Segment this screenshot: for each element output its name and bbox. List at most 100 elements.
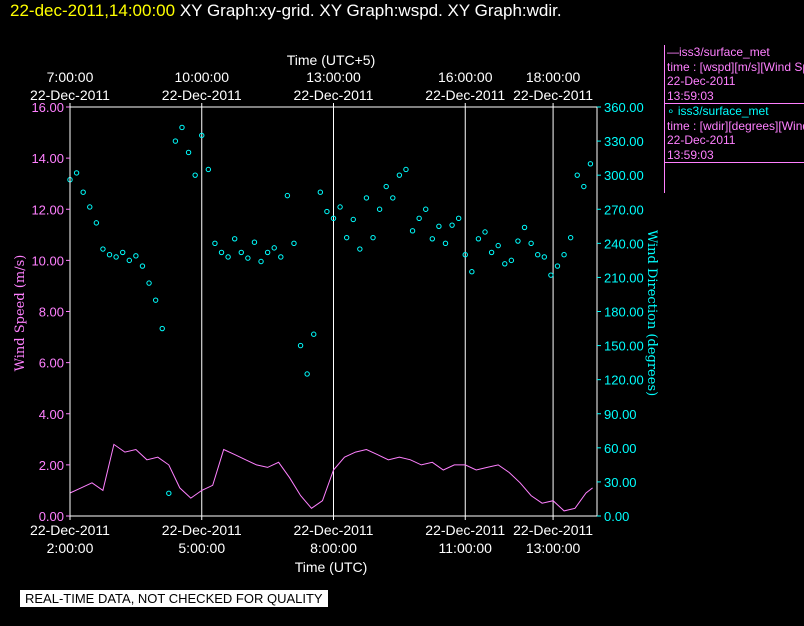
- wind-direction-point: [199, 132, 205, 139]
- wind-direction-point: [442, 240, 449, 247]
- wind-direction-point: [106, 251, 113, 258]
- wind-direction-point: [120, 249, 126, 256]
- wind-direction-point: [449, 222, 455, 228]
- wind-direction-point: [238, 249, 244, 256]
- wind-direction-point: [73, 170, 80, 176]
- bottom-tick-date: 22-Dec-2011: [30, 522, 110, 538]
- left-tick-label: 10.00: [31, 253, 64, 268]
- wind-direction-point: [409, 228, 416, 234]
- wind-direction-point: [264, 249, 271, 256]
- top-axis-title: Time (UTC+5): [287, 52, 376, 68]
- wind-direction-point: [488, 249, 495, 256]
- top-tick-time: 10:00:00: [175, 69, 230, 85]
- wind-direction-point: [528, 240, 534, 247]
- wind-direction-point: [535, 251, 541, 258]
- wind-direction-point: [218, 249, 225, 256]
- wind-direction-point: [278, 254, 284, 260]
- legend-direction-detail: time : [wdir][degrees][Wind Direction]: [667, 118, 804, 133]
- bottom-tick-date: 22-Dec-2011: [425, 522, 505, 538]
- wind-direction-point: [311, 331, 317, 337]
- legend-border: [664, 45, 665, 193]
- legend-direction-time: 13:59:03: [667, 147, 714, 162]
- left-tick-label: 2.00: [39, 458, 64, 473]
- wind-direction-point: [172, 138, 179, 144]
- wind-direction-point: [179, 124, 185, 131]
- wind-direction-point: [80, 189, 86, 195]
- wind-direction-point: [133, 253, 139, 259]
- top-tick-date: 22-Dec-2011: [30, 87, 110, 103]
- wind-direction-point: [231, 236, 238, 242]
- left-tick-label: 0.00: [39, 509, 64, 524]
- wind-direction-point: [403, 166, 409, 173]
- legend-speed-time: 13:59:03: [667, 88, 714, 103]
- wind-direction-point: [376, 206, 383, 212]
- top-tick-time: 16:00:00: [438, 69, 493, 85]
- wind-direction-point: [139, 263, 146, 269]
- wind-direction-point: [475, 236, 482, 242]
- wind-direction-point: [100, 246, 106, 252]
- wind-direction-point: [423, 206, 429, 212]
- right-tick-label: 240.00: [604, 236, 644, 251]
- wind-direction-point: [548, 272, 554, 278]
- right-tick-label: 90.00: [604, 407, 637, 422]
- wind-direction-point: [304, 371, 310, 377]
- wind-direction-point: [205, 166, 212, 173]
- wind-direction-point: [455, 215, 462, 222]
- bottom-tick-date: 22-Dec-2011: [162, 522, 242, 538]
- legend-direction-name: ∘ iss3/surface_met: [667, 104, 769, 118]
- legend-speed-date: 22-Dec-2011: [667, 74, 736, 88]
- wind-direction-point: [87, 204, 93, 210]
- legend-circle-icon: ∘: [667, 104, 675, 118]
- legend: —iss3/surface_met time : [wspd][m/s][Win…: [664, 45, 804, 193]
- right-tick-label: 120.00: [604, 373, 644, 388]
- wind-direction-point: [343, 234, 350, 241]
- wind-direction-point: [317, 189, 324, 195]
- wind-direction-point: [330, 215, 337, 222]
- legend-separator: [664, 103, 804, 104]
- wind-direction-point: [508, 257, 515, 264]
- header-timestamp: 22-dec-2011,14:00:00: [10, 1, 176, 20]
- legend-separator-bottom: [664, 162, 804, 163]
- bottom-tick-date: 22-Dec-2011: [513, 522, 593, 538]
- quality-notice: REAL-TIME DATA, NOT CHECKED FOR QUALITY: [20, 590, 328, 607]
- wind-direction-point: [159, 325, 165, 332]
- left-tick-label: 8.00: [39, 305, 64, 320]
- left-tick-label: 16.00: [31, 100, 64, 115]
- legend-speed-name: —iss3/surface_met: [667, 45, 770, 59]
- wind-direction-point: [324, 208, 330, 215]
- wind-direction-point: [581, 183, 587, 190]
- wind-direction-point: [291, 240, 297, 247]
- wind-direction-point: [567, 234, 574, 241]
- wind-direction-point: [350, 216, 356, 223]
- right-axis-ticks: 0.00 30.00 60.00 90.00 120.00 150.00 180.00 210…: [597, 100, 644, 524]
- right-tick-label: 0.00: [604, 509, 629, 524]
- legend-direction-date: 22-Dec-2011: [667, 133, 736, 147]
- right-tick-label: 270.00: [604, 202, 644, 217]
- wind-direction-point: [469, 269, 475, 275]
- left-tick-label: 14.00: [31, 151, 64, 166]
- grid-lines: [69, 107, 554, 516]
- top-tick-time: 13:00:00: [306, 69, 361, 85]
- left-tick-label: 4.00: [39, 407, 64, 422]
- top-tick-time: 18:00:00: [526, 69, 581, 85]
- wind-direction-point: [436, 223, 442, 229]
- left-tick-label: 6.00: [39, 356, 64, 371]
- legend-speed-detail: time : [wspd][m/s][Wind Speed]: [667, 59, 804, 74]
- wind-direction-point: [561, 251, 567, 258]
- left-tick-label: 12.00: [31, 202, 64, 217]
- wind-direction-point: [212, 240, 218, 247]
- wind-direction-point: [93, 220, 100, 226]
- wind-speed-series: [69, 443, 593, 512]
- left-axis-label: Wind Speed (m/s): [13, 255, 28, 372]
- header-titles: XY Graph:xy-grid. XY Graph:wspd. XY Grap…: [179, 1, 562, 20]
- wind-direction-point: [192, 172, 198, 178]
- wind-direction-point: [337, 204, 343, 210]
- wind-direction-point: [245, 255, 251, 261]
- left-axis-ticks: 0.00 2.00 4.00 6.00 8.00 10.00 12.00 14.00 16.00: [31, 100, 70, 524]
- wind-direction-point: [574, 172, 580, 178]
- wind-direction-point: [166, 490, 172, 496]
- right-tick-label: 180.00: [604, 305, 644, 320]
- wind-direction-point: [363, 195, 370, 201]
- top-tick-date: 22-Dec-2011: [162, 87, 242, 103]
